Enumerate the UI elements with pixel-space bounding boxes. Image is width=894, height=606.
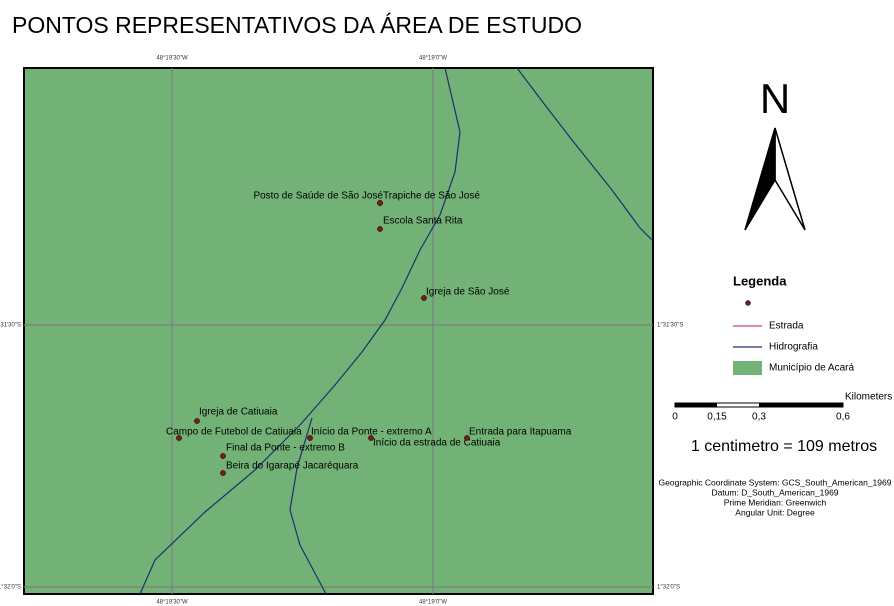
coord-label: 48°19'0"W (419, 56, 447, 62)
point-marker (421, 295, 427, 301)
scale-label: 0,15 (707, 412, 727, 423)
point-marker (220, 470, 226, 476)
point-label: Entrada para Itapuama (469, 427, 572, 438)
point-label: Igreja de São José (426, 287, 510, 298)
point-label: Campo de Futebol de Catiuaia (166, 427, 302, 438)
point-label: Trapiche de São José (383, 191, 480, 202)
coord-label: 1°32'0"S (0, 585, 21, 591)
coord-label: 48°19'30"W (156, 600, 188, 606)
coord-label: 1°32'0"S (657, 585, 680, 591)
legend-municipio (733, 361, 762, 375)
coord-label: 1°31'30"S (0, 323, 21, 329)
scale-text: 1 centimetro = 109 metros (691, 438, 877, 455)
point-label: Início da Ponte - extremo A (311, 427, 432, 438)
point-label: Posto de Saúde de São José (253, 191, 383, 202)
graticule (24, 68, 653, 594)
north-arrow: N (744, 75, 806, 231)
scale-bar (674, 402, 844, 408)
point-marker (176, 435, 182, 441)
crs-line: Angular Unit: Degree (735, 507, 815, 517)
point-label: Final da Ponte - extremo B (226, 443, 345, 454)
coord-label: 1°31'30"S (657, 323, 683, 329)
coord-label: 48°19'30"W (156, 56, 188, 62)
point-marker (377, 200, 383, 206)
crs-line: Datum: D_South_American_1969 (711, 487, 838, 497)
point-label: Escola Santa Rita (383, 216, 463, 227)
title: PONTOS REPRESENTATIVOS DA ÁREA DE ESTUDO (12, 12, 582, 38)
point-marker (194, 418, 200, 424)
crs-line: Geographic Coordinate System: GCS_South_… (659, 477, 892, 487)
point-marker (377, 226, 383, 232)
scale-label: 0 (672, 412, 678, 423)
point-marker (464, 435, 470, 441)
point-marker (220, 453, 226, 459)
map-frame (23, 67, 654, 595)
points: Posto de Saúde de São José Trapiche de Sã… (166, 191, 572, 476)
scale-unit: Kilometers (845, 392, 892, 403)
scale-label: 0,6 (836, 412, 850, 423)
legend-item: Estrada (769, 321, 804, 332)
legend-title: Legenda (733, 273, 787, 288)
crs-line: Prime Meridian: Greenwich (724, 497, 827, 507)
point-marker (307, 435, 313, 441)
coord-label: 48°19'0"W (419, 600, 447, 606)
point-label: Igreja de Catiuaia (199, 407, 278, 418)
north-label: N (760, 75, 790, 122)
scale-label: 0,3 (752, 412, 766, 423)
point-label: Início da estrada de Catiuaia (373, 438, 501, 449)
hidrografia (139, 67, 653, 595)
point-label: Beira do Igarapé Jacaréquara (226, 461, 359, 472)
legend-item: Hidrografia (769, 342, 818, 353)
legend-point (745, 300, 751, 306)
legend-item: Município de Acará (769, 363, 854, 374)
point-marker (368, 435, 374, 441)
